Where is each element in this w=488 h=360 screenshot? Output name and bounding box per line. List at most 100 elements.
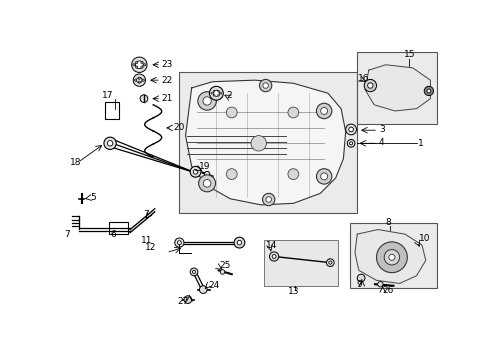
Circle shape xyxy=(287,107,298,118)
Circle shape xyxy=(190,268,198,276)
Circle shape xyxy=(426,89,430,93)
Text: 26: 26 xyxy=(381,286,392,295)
Circle shape xyxy=(136,77,142,83)
Circle shape xyxy=(265,197,271,202)
Circle shape xyxy=(135,61,138,64)
Text: 25: 25 xyxy=(219,261,230,270)
Text: 12: 12 xyxy=(144,243,156,252)
Circle shape xyxy=(213,94,215,96)
Text: 3: 3 xyxy=(378,125,384,134)
Text: 8: 8 xyxy=(385,218,391,227)
Text: 16: 16 xyxy=(357,74,369,83)
Circle shape xyxy=(287,169,298,180)
Text: 4: 4 xyxy=(378,138,384,147)
Circle shape xyxy=(133,64,135,66)
Circle shape xyxy=(203,180,210,187)
Circle shape xyxy=(143,64,145,66)
Circle shape xyxy=(203,97,211,105)
Text: 10: 10 xyxy=(418,234,429,243)
Circle shape xyxy=(326,259,333,266)
Circle shape xyxy=(140,95,147,103)
Circle shape xyxy=(107,141,113,146)
Circle shape xyxy=(349,142,352,145)
Circle shape xyxy=(388,254,394,260)
Circle shape xyxy=(138,81,140,83)
Circle shape xyxy=(198,92,216,110)
Text: 7: 7 xyxy=(143,210,149,219)
Circle shape xyxy=(204,171,209,177)
Circle shape xyxy=(316,169,331,184)
Circle shape xyxy=(345,124,356,135)
Circle shape xyxy=(177,241,181,244)
Text: 6: 6 xyxy=(110,230,116,239)
Text: 13: 13 xyxy=(287,287,299,296)
Circle shape xyxy=(259,80,271,92)
Circle shape xyxy=(217,94,219,96)
Circle shape xyxy=(262,193,274,206)
Circle shape xyxy=(190,166,201,177)
Circle shape xyxy=(183,296,191,303)
Polygon shape xyxy=(354,230,425,283)
Circle shape xyxy=(198,175,215,192)
Circle shape xyxy=(133,74,145,86)
Circle shape xyxy=(269,252,278,261)
Circle shape xyxy=(263,83,268,88)
Bar xyxy=(104,102,118,119)
Circle shape xyxy=(384,249,399,265)
Circle shape xyxy=(135,61,143,69)
Bar xyxy=(179,72,357,213)
Circle shape xyxy=(104,137,116,149)
Circle shape xyxy=(210,92,212,94)
Circle shape xyxy=(193,170,198,174)
Circle shape xyxy=(226,107,237,118)
Circle shape xyxy=(316,103,331,119)
Circle shape xyxy=(199,286,207,293)
Circle shape xyxy=(138,77,140,80)
Bar xyxy=(349,222,436,288)
Text: 17: 17 xyxy=(102,91,114,100)
Circle shape xyxy=(272,255,275,258)
Bar xyxy=(108,222,127,234)
Circle shape xyxy=(346,139,354,147)
Circle shape xyxy=(320,173,327,180)
Circle shape xyxy=(250,136,266,151)
Circle shape xyxy=(135,66,138,68)
Circle shape xyxy=(213,90,219,96)
Circle shape xyxy=(141,61,143,64)
Polygon shape xyxy=(364,65,429,111)
Circle shape xyxy=(131,57,147,72)
Circle shape xyxy=(220,92,222,94)
Bar xyxy=(357,53,436,124)
Text: 7: 7 xyxy=(64,230,70,239)
Text: 19: 19 xyxy=(198,162,210,171)
Circle shape xyxy=(174,238,183,247)
Circle shape xyxy=(142,79,144,81)
Circle shape xyxy=(376,242,407,273)
Text: 21: 21 xyxy=(162,94,173,103)
Circle shape xyxy=(213,90,215,92)
Circle shape xyxy=(357,274,364,282)
Circle shape xyxy=(134,79,136,81)
Circle shape xyxy=(220,270,224,274)
Circle shape xyxy=(367,83,372,88)
Circle shape xyxy=(209,86,223,100)
Text: 24: 24 xyxy=(207,281,219,290)
Circle shape xyxy=(237,240,241,245)
Polygon shape xyxy=(185,80,345,205)
Text: 9: 9 xyxy=(356,280,362,289)
Circle shape xyxy=(217,90,219,92)
Text: 14: 14 xyxy=(265,241,276,250)
Circle shape xyxy=(226,169,237,180)
Text: 2: 2 xyxy=(226,91,231,100)
Circle shape xyxy=(348,127,353,132)
Text: 18: 18 xyxy=(70,158,81,167)
Circle shape xyxy=(234,237,244,248)
Circle shape xyxy=(320,108,327,114)
Circle shape xyxy=(377,282,382,287)
Circle shape xyxy=(141,66,143,68)
Text: 22: 22 xyxy=(162,76,173,85)
Bar xyxy=(264,239,337,286)
Circle shape xyxy=(364,80,376,92)
Text: 15: 15 xyxy=(403,50,414,59)
Text: 20: 20 xyxy=(173,123,184,132)
